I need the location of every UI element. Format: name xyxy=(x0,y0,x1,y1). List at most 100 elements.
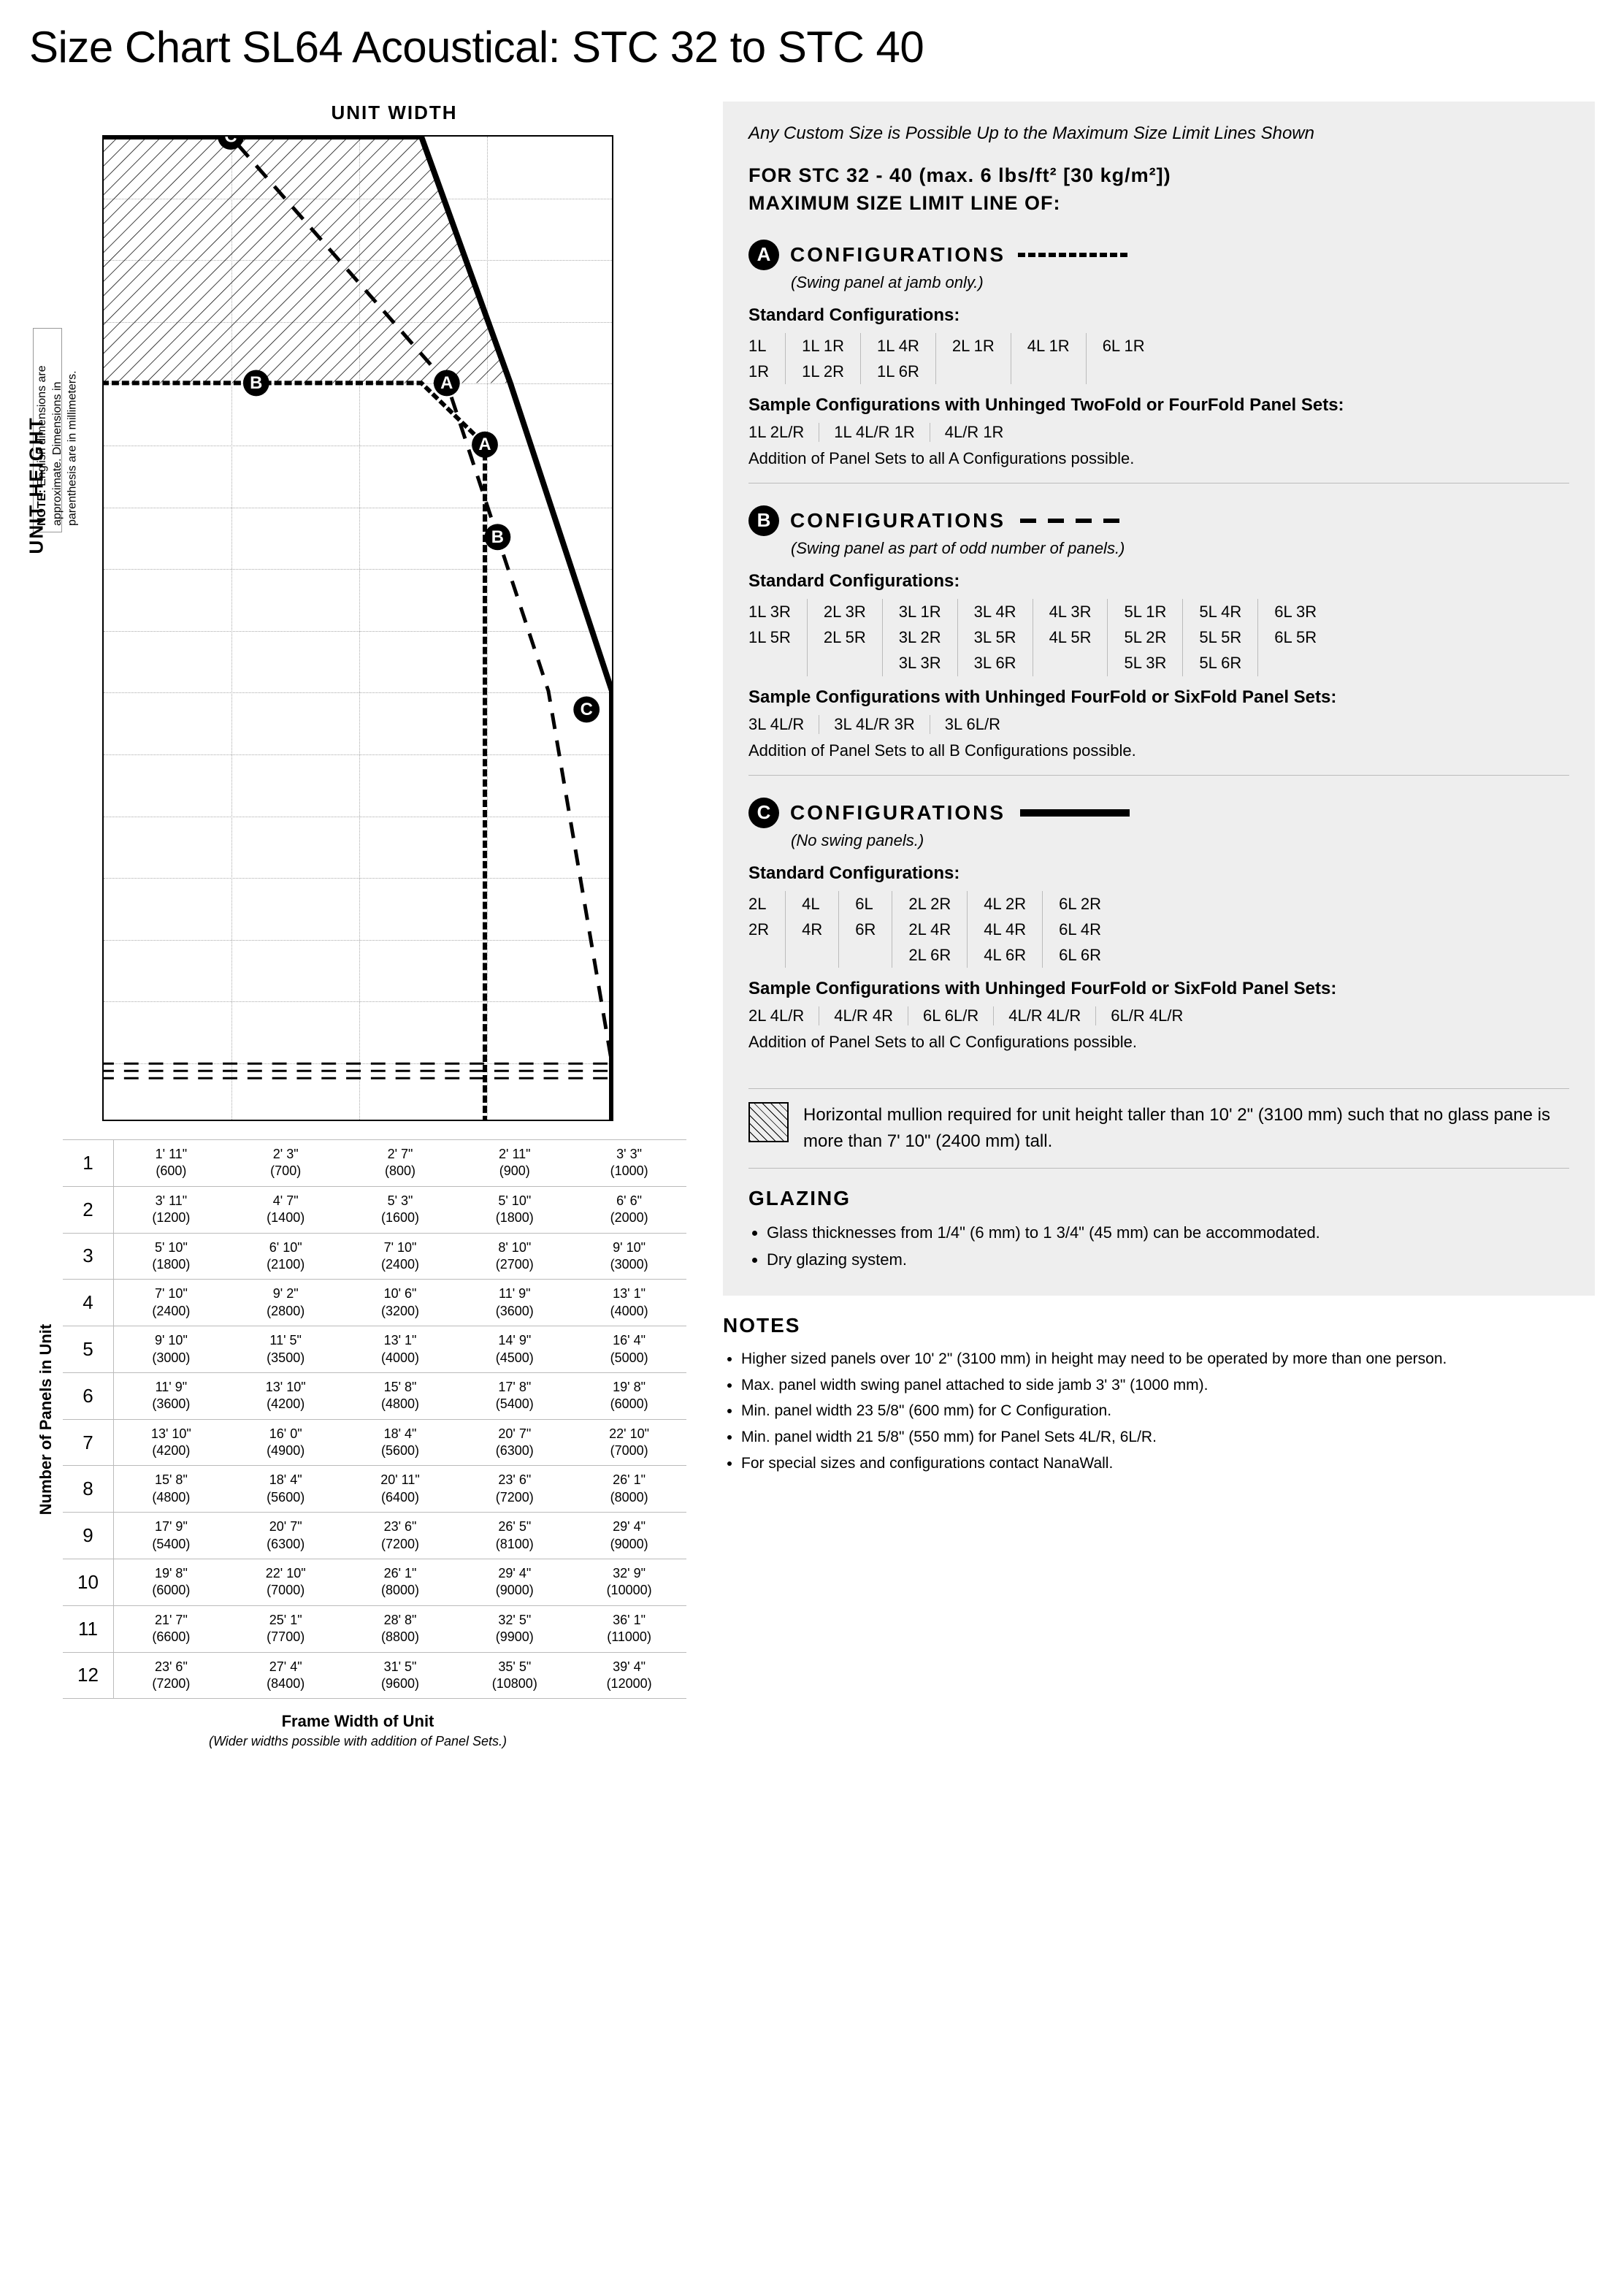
panel-count: 11 xyxy=(63,1606,114,1652)
table-cell: 16' 0"(4900) xyxy=(229,1420,343,1466)
table-cell: 10' 6"(3200) xyxy=(343,1280,458,1326)
sample-config-item: 3L 4L/R 3R xyxy=(819,715,930,734)
table-cell: 15' 8"(4800) xyxy=(114,1466,229,1512)
svg-text:C: C xyxy=(224,137,237,147)
panel-count: 7 xyxy=(63,1420,114,1466)
table-cell: 36' 1"(11000) xyxy=(572,1606,686,1652)
mullion-requirement: Horizontal mullion required for unit hei… xyxy=(748,1088,1569,1169)
config-column: 6L 2R6L 4R6L 6R xyxy=(1043,891,1117,968)
config-column: 1L 1R1L 2R xyxy=(786,333,861,384)
config-column: 6L 3R6L 5R xyxy=(1258,599,1333,676)
sample-config-item: 2L 4L/R xyxy=(748,1006,819,1025)
config-column: 1L 3R1L 5R xyxy=(748,599,808,676)
table-cell: 2' 7"(800) xyxy=(343,1140,458,1186)
notes-heading: NOTES xyxy=(723,1314,1595,1337)
table-cell: 13' 10"(4200) xyxy=(114,1420,229,1466)
config-column: 3L 4R3L 5R3L 6R xyxy=(958,599,1033,676)
config-section-a: A CONFIGURATIONS (Swing panel at jamb only… xyxy=(748,240,1569,483)
table-cell: 13' 10"(4200) xyxy=(229,1373,343,1419)
notes-item: Min. panel width 23 5/8" (600 mm) for C … xyxy=(741,1398,1595,1424)
table-cell: 28' 8"(8800) xyxy=(343,1606,458,1652)
table-cell: 20' 7"(6300) xyxy=(457,1420,572,1466)
config-column: 2L2R xyxy=(748,891,786,968)
config-column: 4L 3R4L 5R xyxy=(1033,599,1108,676)
table-cell: 35' 5"(10800) xyxy=(457,1653,572,1699)
svg-text:B: B xyxy=(491,527,504,547)
table-row: 1019' 8"(6000)22' 10"(7000)26' 1"(8000)2… xyxy=(63,1559,686,1606)
table-cell: 6' 6"(2000) xyxy=(572,1187,686,1233)
sample-config-item: 4L/R 4L/R xyxy=(994,1006,1096,1025)
standard-config-heading: Standard Configurations: xyxy=(748,863,1569,884)
config-column: 4L 1R xyxy=(1011,333,1087,384)
config-title: CONFIGURATIONS xyxy=(790,243,1006,267)
panel-count: 4 xyxy=(63,1280,114,1326)
config-column: 1L1R xyxy=(748,333,786,384)
configurations-info-box: Any Custom Size is Possible Up to the Ma… xyxy=(723,102,1595,1296)
table-cell: 4' 7"(1400) xyxy=(229,1187,343,1233)
table-cell: 22' 10"(7000) xyxy=(572,1420,686,1466)
table-cell: 23' 6"(7200) xyxy=(343,1513,458,1559)
table-cell: 17' 9"(5400) xyxy=(114,1513,229,1559)
panel-count: 2 xyxy=(63,1187,114,1233)
notes-item: Higher sized panels over 10' 2" (3100 mm… xyxy=(741,1346,1595,1372)
table-cell: 3' 11"(1200) xyxy=(114,1187,229,1233)
frame-width-subtitle: (Wider widths possible with addition of … xyxy=(29,1734,686,1749)
table-row: 35' 10"(1800)6' 10"(2100)7' 10"(2400)8' … xyxy=(63,1234,686,1280)
config-badge-c: C xyxy=(748,798,779,828)
config-column: 4L 2R4L 4R4L 6R xyxy=(968,891,1043,968)
config-column: 5L 4R5L 5R5L 6R xyxy=(1183,599,1258,676)
panels-table-y-label: Number of Panels in Unit xyxy=(29,1139,63,1699)
table-cell: 23' 6"(7200) xyxy=(457,1466,572,1512)
chart-x-axis-title: UNIT WIDTH xyxy=(102,102,686,124)
table-cell: 15' 8"(4800) xyxy=(343,1373,458,1419)
standard-config-heading: Standard Configurations: xyxy=(748,305,1569,326)
size-limit-chart: 11' 6" (3500)11' 2" (3400)10' 10" (3300)… xyxy=(102,135,613,1121)
table-cell: 32' 5"(9900) xyxy=(457,1606,572,1652)
table-cell: 29' 4"(9000) xyxy=(572,1513,686,1559)
config-column: 2L 2R2L 4R2L 6R xyxy=(892,891,968,968)
table-cell: 5' 3"(1600) xyxy=(343,1187,458,1233)
table-cell: 6' 10"(2100) xyxy=(229,1234,343,1280)
table-cell: 5' 10"(1800) xyxy=(457,1187,572,1233)
config-subtitle: (Swing panel at jamb only.) xyxy=(791,273,1569,292)
config-column: 6L6R xyxy=(839,891,892,968)
table-cell: 18' 4"(5600) xyxy=(229,1466,343,1512)
sample-config-item: 4L/R 1R xyxy=(930,423,1019,442)
config-column: 2L 1R xyxy=(936,333,1011,384)
panel-count: 5 xyxy=(63,1326,114,1372)
config-badge-a: A xyxy=(748,240,779,270)
panel-count: 12 xyxy=(63,1653,114,1699)
table-cell: 25' 1"(7700) xyxy=(229,1606,343,1652)
table-cell: 14' 9"(4500) xyxy=(457,1326,572,1372)
line-style-sample-icon xyxy=(1016,802,1133,824)
frame-width-title: Frame Width of Unit xyxy=(29,1712,686,1731)
frame-width-table: 11' 11"(600)2' 3"(700)2' 7"(800)2' 11"(9… xyxy=(63,1139,686,1699)
table-cell: 9' 10"(3000) xyxy=(572,1234,686,1280)
notes-item: For special sizes and configurations con… xyxy=(741,1450,1595,1477)
table-cell: 3' 3"(1000) xyxy=(572,1140,686,1186)
custom-size-note: Any Custom Size is Possible Up to the Ma… xyxy=(748,123,1569,144)
config-subtitle: (No swing panels.) xyxy=(791,831,1569,850)
table-cell: 13' 1"(4000) xyxy=(572,1280,686,1326)
table-cell: 26' 1"(8000) xyxy=(343,1559,458,1605)
table-cell: 22' 10"(7000) xyxy=(229,1559,343,1605)
svg-text:A: A xyxy=(478,435,491,454)
panel-count: 3 xyxy=(63,1234,114,1280)
config-column: 3L 1R3L 2R3L 3R xyxy=(883,599,958,676)
table-cell: 13' 1"(4000) xyxy=(343,1326,458,1372)
table-cell: 1' 11"(600) xyxy=(114,1140,229,1186)
sample-config-heading: Sample Configurations with Unhinged Four… xyxy=(748,979,1569,999)
table-row: 611' 9"(3600)13' 10"(4200)15' 8"(4800)17… xyxy=(63,1373,686,1420)
table-row: 917' 9"(5400)20' 7"(6300)23' 6"(7200)26'… xyxy=(63,1513,686,1559)
table-row: 59' 10"(3000)11' 5"(3500)13' 1"(4000)14'… xyxy=(63,1326,686,1373)
table-cell: 11' 5"(3500) xyxy=(229,1326,343,1372)
standard-config-heading: Standard Configurations: xyxy=(748,571,1569,592)
table-cell: 2' 3"(700) xyxy=(229,1140,343,1186)
sample-config-item: 6L 6L/R xyxy=(908,1006,994,1025)
table-cell: 11' 9"(3600) xyxy=(457,1280,572,1326)
table-cell: 31' 5"(9600) xyxy=(343,1653,458,1699)
sample-config-item: 6L/R 4L/R xyxy=(1096,1006,1198,1025)
addition-note: Addition of Panel Sets to all A Configur… xyxy=(748,449,1569,468)
sample-config-heading: Sample Configurations with Unhinged Four… xyxy=(748,687,1569,708)
table-cell: 7' 10"(2400) xyxy=(343,1234,458,1280)
